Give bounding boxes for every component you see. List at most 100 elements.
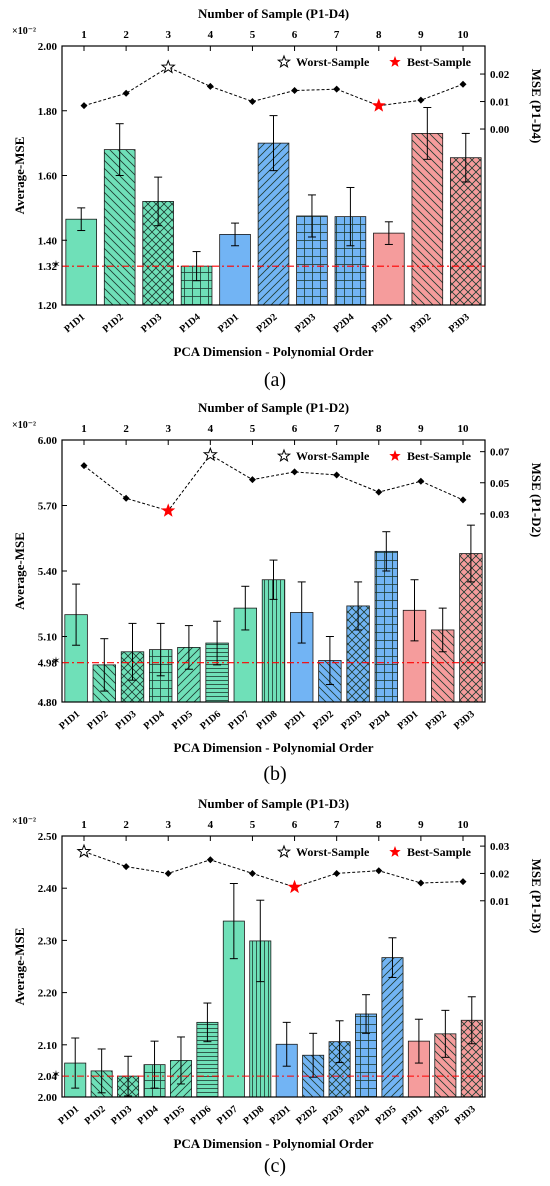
top-tick-label: 7 [334,819,340,831]
top-tick-label: 6 [292,819,298,831]
x-tick-label: P1D6 [188,1104,213,1127]
x-tick-label: P2D3 [321,1104,346,1127]
legend-worst-label: Worst-Sample [296,449,370,463]
sample-line [83,66,464,107]
y-exponent: ×10⁻² [12,816,36,827]
sample-marker [122,89,130,97]
y-tick-label: 5.70 [38,501,58,513]
right-tick-label: 0.02 [490,868,510,880]
x-tick-label: P2D2 [294,1104,319,1127]
x-tick-label: P3D2 [426,1104,451,1127]
x-tick-label: P1D2 [83,1104,108,1127]
top-tick-label: 8 [376,819,382,831]
legend-worst-label: Worst-Sample [296,55,370,69]
top-tick-label: 3 [165,29,171,41]
x-tick-label: P1D6 [198,709,223,732]
x-tick-label: P1D1 [56,1104,81,1127]
legend-worst-label: Worst-Sample [296,845,370,859]
sample-marker [206,856,214,864]
x-tick-label: P1D5 [170,709,195,732]
sample-marker [333,471,341,479]
x-tick-label: P3D2 [424,709,449,732]
top-tick-label: 1 [81,819,87,831]
x-axis-label: PCA Dimension - Polynomial Order [173,740,373,755]
panel-label: (b) [263,763,286,785]
y-axis-label: Average-MSE [12,532,27,610]
right-axis-label: MSE (P1-D3) [529,859,544,934]
x-tick-label: P1D4 [142,709,167,732]
sample-marker [459,496,467,504]
y-tick-label: 5.10 [38,632,58,644]
x-tick-label: P3D3 [453,1104,478,1127]
y-exponent: ×10⁻² [12,26,36,37]
y-tick-label: 2.20 [38,988,58,1000]
top-tick-label: 5 [250,819,256,831]
x-axis-label: PCA Dimension - Polynomial Order [173,1136,373,1151]
x-tick-label: P1D1 [57,709,82,732]
bar-P3D2 [411,133,444,306]
x-tick-label: P2D4 [347,1104,372,1127]
sample-marker [164,869,172,877]
top-tick-label: 3 [165,423,171,435]
worst-sample-star-icon [202,446,218,462]
top-tick-label: 1 [81,423,87,435]
x-tick-label: P2D1 [283,709,308,732]
worst-sample-star-icon [160,59,176,74]
y-tick-label: 2.50 [38,831,58,843]
legend-worst-star-icon [276,844,292,859]
y-tick-label: 2.00 [38,41,58,53]
sample-line [83,851,464,888]
x-tick-label: P1D4 [136,1104,161,1127]
top-tick-label: 4 [208,819,214,831]
sample-marker [375,867,383,875]
legend-best-label: Best-Sample [407,55,472,69]
x-tick-label: P1D7 [226,709,251,732]
bar-P2D4 [374,550,398,703]
worst-sample-star-icon [76,843,92,859]
top-tick-label: 2 [123,423,129,435]
x-tick-label: P1D3 [114,709,139,732]
x-tick-label: P1D8 [241,1104,266,1127]
right-tick-label: 0.02 [490,69,510,81]
panel-label: (a) [264,369,286,391]
x-tick-label: P2D2 [255,312,280,335]
legend-best-star-icon [389,56,401,67]
x-tick-label: P1D2 [101,312,126,335]
top-tick-label: 10 [458,819,470,831]
y-tick-label: 2.30 [38,935,58,947]
right-tick-label: 0.03 [490,841,510,853]
sample-marker [122,494,130,502]
sample-marker [248,98,256,106]
top-tick-label: 2 [123,819,129,831]
top-tick-label: 3 [165,819,171,831]
x-tick-label: P2D5 [374,1104,399,1127]
best-sample-star-icon [287,879,302,894]
legend-best-star-icon [389,450,401,461]
top-tick-label: 4 [208,423,214,435]
x-tick-label: P1D3 [109,1104,134,1127]
right-axis-label: MSE (P1-D2) [529,463,544,538]
top-tick-label: 7 [334,423,340,435]
top-tick-label: 5 [250,423,256,435]
x-tick-label: P2D1 [216,312,241,335]
x-axis-label: PCA Dimension - Polynomial Order [173,344,373,359]
y-tick-label: 1.40 [38,235,58,247]
top-axis-label: Number of Sample (P1-D4) [198,6,349,21]
top-tick-label: 1 [81,29,87,41]
top-tick-label: 8 [376,423,382,435]
x-tick-label: P3D1 [396,709,421,732]
sample-marker [333,869,341,877]
reference-marker-icon: ✶ [51,1069,60,1081]
y-tick-label: 2.10 [38,1040,58,1052]
y-tick-label: 2.40 [38,883,58,895]
sample-line [83,454,464,512]
y-tick-label: 5.40 [38,566,58,578]
top-tick-label: 6 [292,29,298,41]
top-tick-label: 10 [458,29,470,41]
ref-tick-label: 1.32 [38,261,58,273]
y-tick-label: 1.20 [38,300,58,312]
plot-frame [61,835,486,1098]
x-tick-label: P1D4 [178,312,203,335]
bar-P1D1 [65,218,98,306]
sample-marker [248,476,256,484]
